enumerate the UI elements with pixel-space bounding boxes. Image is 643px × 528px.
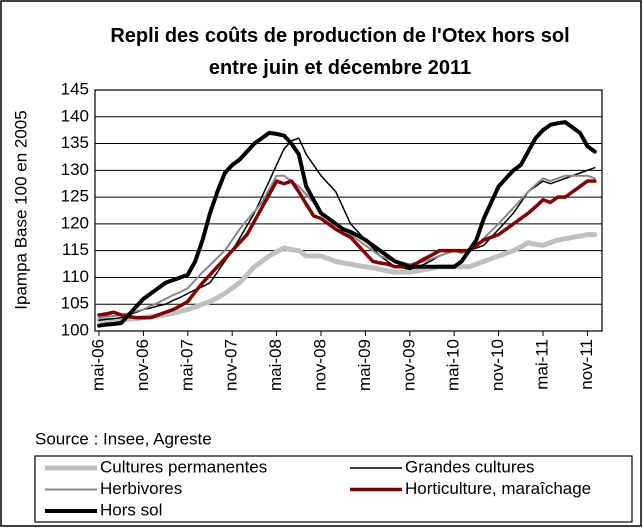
legend-label: Cultures permanentes (100, 457, 267, 476)
y-tick-label: 135 (61, 133, 89, 152)
source: Source : Insee, Agreste (35, 429, 212, 448)
x-tick-label: mai-06 (88, 339, 107, 391)
legend-label: Grandes cultures (405, 457, 534, 476)
y-tick-label: 100 (61, 320, 89, 339)
y-tick-label: 145 (61, 79, 89, 98)
x-tick-label: mai-07 (177, 339, 196, 391)
series-line (97, 179, 597, 320)
series-line (96, 232, 598, 323)
legend-label: Hors sol (100, 500, 162, 519)
x-tick-label: mai-08 (266, 339, 285, 391)
y-tick-label: 105 (61, 294, 89, 313)
x-tick-label: nov-08 (310, 339, 329, 391)
series-line (97, 120, 597, 328)
y-tick-label: 140 (61, 106, 89, 125)
x-tick-label: nov-09 (399, 339, 418, 391)
x-tick-label: mai-09 (355, 339, 374, 391)
chart-title: Repli des coûts de production de l'Otex … (110, 25, 570, 79)
legend-box (34, 455, 633, 523)
x-tick-label: nov-11 (577, 339, 596, 390)
y-tick-label: 110 (62, 267, 89, 286)
y-tick-label: 130 (61, 160, 89, 179)
x-tick-label: mai-11 (532, 339, 551, 390)
x-tick-label: mai-10 (444, 339, 463, 391)
legend-label: Herbivores (100, 479, 182, 498)
plot-area (94, 89, 603, 332)
y-tick-label: 120 (61, 213, 89, 232)
y-tick-label: 115 (62, 240, 89, 259)
legend-label: Horticulture, maraîchage (405, 479, 591, 498)
x-tick-label: nov-10 (488, 339, 507, 391)
x-tick-label: nov-06 (133, 339, 152, 391)
series-line (98, 137, 596, 322)
y-axis-label: Ipampa Base 100 en 2005 (11, 110, 30, 309)
x-tick-label: nov-07 (222, 339, 241, 391)
y-tick-label: 125 (61, 187, 89, 206)
